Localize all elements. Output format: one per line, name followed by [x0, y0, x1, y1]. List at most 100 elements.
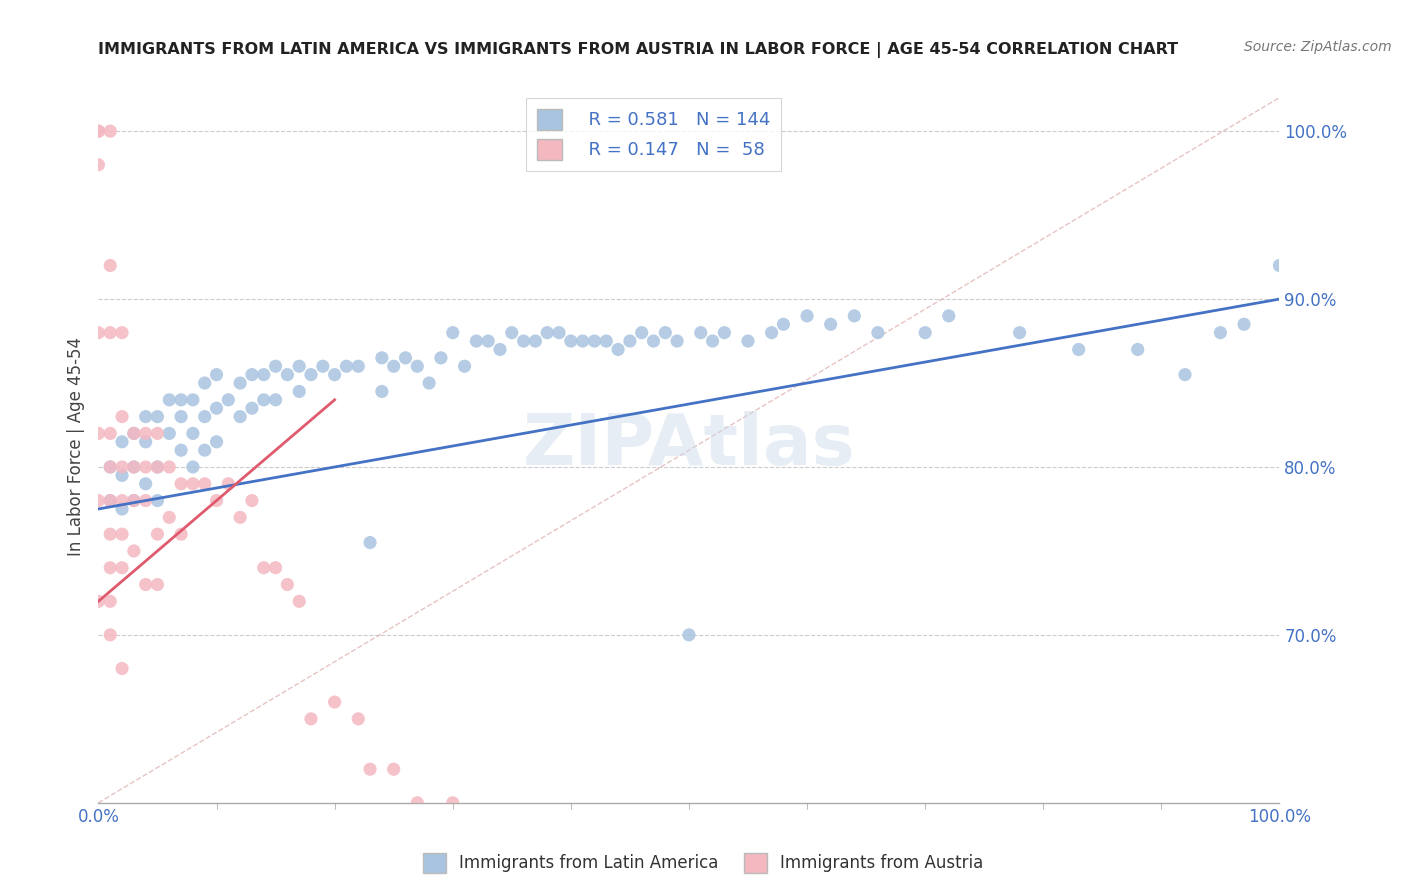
Point: [111, 527, 134, 541]
Point: [536, 326, 558, 340]
Point: [359, 762, 381, 776]
Point: [98, 460, 121, 475]
Point: [205, 434, 228, 449]
Point: [181, 426, 204, 441]
Point: [678, 628, 700, 642]
Point: [796, 309, 818, 323]
Point: [87, 158, 110, 172]
Point: [761, 326, 783, 340]
Point: [135, 409, 157, 424]
Point: [181, 476, 204, 491]
Point: [194, 476, 217, 491]
Point: [772, 318, 794, 332]
Text: IMMIGRANTS FROM LATIN AMERICA VS IMMIGRANTS FROM AUSTRIA IN LABOR FORCE | AGE 45: IMMIGRANTS FROM LATIN AMERICA VS IMMIGRA…: [98, 42, 1178, 58]
Point: [689, 326, 711, 340]
Point: [441, 326, 464, 340]
Point: [87, 326, 110, 340]
Point: [548, 326, 571, 340]
Point: [299, 712, 322, 726]
Legend:   R = 0.581   N = 144,   R = 0.147   N =  58: R = 0.581 N = 144, R = 0.147 N = 58: [526, 98, 780, 170]
Point: [240, 493, 263, 508]
Point: [276, 577, 298, 591]
Point: [122, 544, 145, 558]
Point: [1209, 326, 1232, 340]
Point: [87, 426, 110, 441]
Point: [98, 124, 121, 138]
Point: [938, 309, 960, 323]
Point: [1008, 326, 1031, 340]
Point: [253, 560, 276, 574]
Point: [181, 460, 204, 475]
Point: [359, 535, 381, 549]
Point: [371, 351, 394, 365]
Point: [264, 560, 287, 574]
Point: [335, 359, 357, 374]
Point: [394, 351, 416, 365]
Point: [418, 376, 440, 390]
Text: ZIPAtlas: ZIPAtlas: [523, 411, 855, 481]
Point: [111, 460, 134, 475]
Point: [87, 124, 110, 138]
Point: [135, 577, 157, 591]
Point: [654, 326, 676, 340]
Point: [430, 351, 453, 365]
Point: [702, 334, 724, 348]
Legend: Immigrants from Latin America, Immigrants from Austria: Immigrants from Latin America, Immigrant…: [416, 847, 990, 880]
Point: [406, 796, 429, 810]
Point: [489, 343, 512, 357]
Point: [382, 359, 405, 374]
Point: [229, 376, 252, 390]
Point: [122, 493, 145, 508]
Point: [312, 359, 335, 374]
Point: [1268, 259, 1291, 273]
Point: [371, 384, 394, 399]
Point: [87, 594, 110, 608]
Point: [146, 426, 169, 441]
Point: [288, 594, 311, 608]
Point: [240, 401, 263, 416]
Point: [157, 510, 180, 524]
Point: [240, 368, 263, 382]
Point: [146, 493, 169, 508]
Point: [347, 712, 370, 726]
Point: [323, 695, 346, 709]
Point: [323, 368, 346, 382]
Point: [583, 334, 606, 348]
Point: [264, 359, 287, 374]
Point: [501, 326, 523, 340]
Point: [288, 359, 311, 374]
Point: [122, 426, 145, 441]
Point: [122, 460, 145, 475]
Point: [194, 409, 217, 424]
Point: [914, 326, 936, 340]
Point: [98, 259, 121, 273]
Point: [501, 830, 523, 844]
Point: [146, 460, 169, 475]
Point: [264, 392, 287, 407]
Point: [194, 443, 217, 458]
Point: [666, 334, 689, 348]
Point: [347, 359, 370, 374]
Point: [477, 334, 499, 348]
Point: [866, 326, 889, 340]
Point: [170, 392, 193, 407]
Point: [1067, 343, 1090, 357]
Point: [111, 326, 134, 340]
Point: [299, 368, 322, 382]
Point: [135, 426, 157, 441]
Point: [98, 594, 121, 608]
Point: [1174, 368, 1197, 382]
Point: [170, 443, 193, 458]
Point: [122, 426, 145, 441]
Point: [98, 460, 121, 475]
Point: [643, 334, 665, 348]
Point: [276, 368, 298, 382]
Point: [122, 460, 145, 475]
Point: [524, 334, 547, 348]
Point: [607, 343, 630, 357]
Point: [453, 359, 475, 374]
Point: [820, 318, 842, 332]
Point: [111, 493, 134, 508]
Point: [98, 493, 121, 508]
Point: [205, 493, 228, 508]
